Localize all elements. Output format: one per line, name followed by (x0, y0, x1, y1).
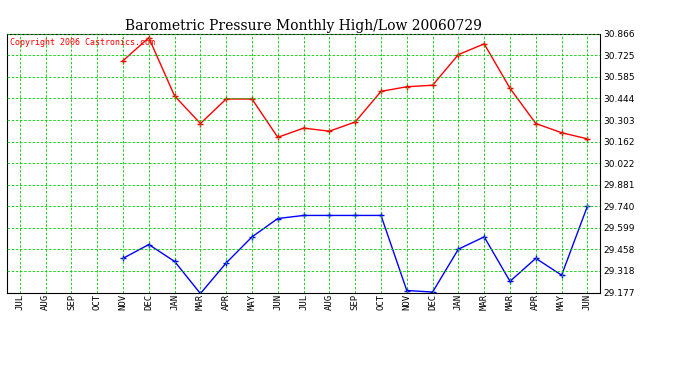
Text: Copyright 2006 Castronics.com: Copyright 2006 Castronics.com (10, 38, 155, 46)
Title: Barometric Pressure Monthly High/Low 20060729: Barometric Pressure Monthly High/Low 200… (125, 19, 482, 33)
